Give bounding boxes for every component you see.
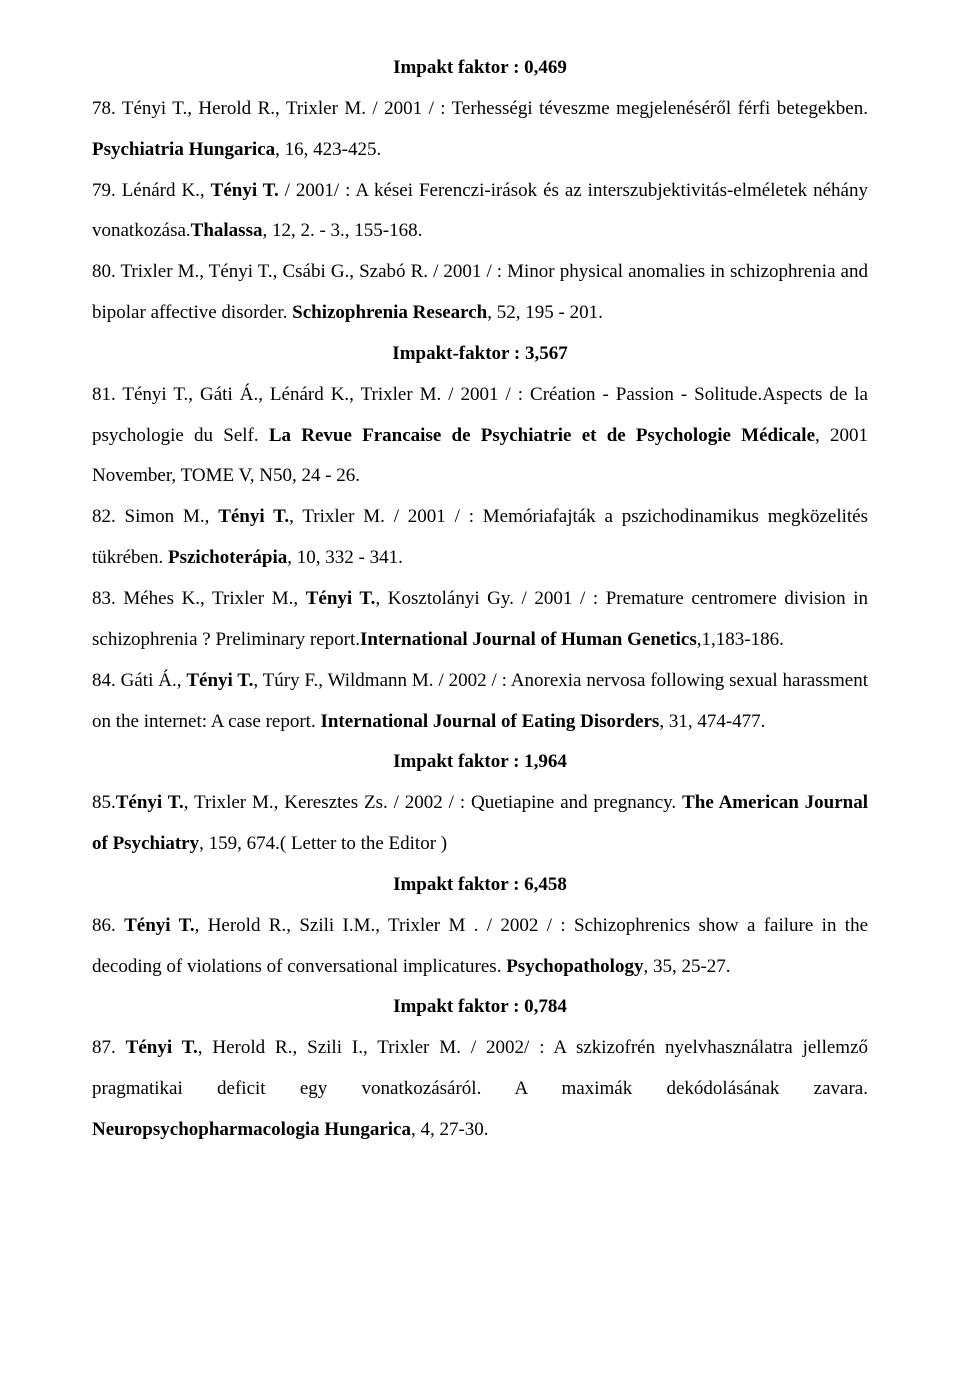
ref-83-author: Tényi T. bbox=[306, 588, 376, 609]
ref-84-prefix: 84. Gáti Á., bbox=[92, 670, 186, 691]
ref-85-title: , Trixler M., Keresztes Zs. / 2002 / : Q… bbox=[184, 792, 682, 813]
impact-factor-heading-3: Impakt faktor : 1,964 bbox=[92, 742, 868, 783]
ref-82-pages: , 10, 332 - 341. bbox=[287, 547, 403, 568]
ref-79-prefix: 79. Lénárd K., bbox=[92, 180, 211, 201]
ref-83-prefix: 83. Méhes K., Trixler M., bbox=[92, 588, 306, 609]
ref-87-prefix: 87. bbox=[92, 1037, 126, 1058]
impact-factor-heading-2: Impakt-faktor : 3,567 bbox=[92, 334, 868, 375]
ref-83-pages: ,1,183-186. bbox=[697, 629, 784, 650]
ref-83-journal: International Journal of Human Genetics bbox=[360, 629, 697, 650]
ref-79-pages: , 12, 2. - 3., 155-168. bbox=[262, 220, 422, 241]
ref-86-pages: , 35, 25-27. bbox=[643, 956, 730, 977]
impact-factor-heading: Impakt faktor : 0,469 bbox=[92, 48, 868, 89]
reference-79: 79. Lénárd K., Tényi T. / 2001/ : A kése… bbox=[92, 171, 868, 253]
reference-86: 86. Tényi T., Herold R., Szili I.M., Tri… bbox=[92, 906, 868, 988]
ref-85-prefix: 85. bbox=[92, 792, 116, 813]
ref-79-journal: Thalassa bbox=[191, 220, 263, 241]
ref-80-pages: , 52, 195 - 201. bbox=[487, 302, 603, 323]
ref-87-author: Tényi T. bbox=[126, 1037, 198, 1058]
ref-84-journal: International Journal of Eating Disorder… bbox=[320, 711, 659, 732]
ref-86-prefix: 86. bbox=[92, 915, 124, 936]
reference-81: 81. Tényi T., Gáti Á., Lénárd K., Trixle… bbox=[92, 375, 868, 498]
ref-81-journal: La Revue Francaise de Psychiatrie et de … bbox=[269, 425, 815, 446]
reference-82: 82. Simon M., Tényi T., Trixler M. / 200… bbox=[92, 497, 868, 579]
reference-78: 78. Tényi T., Herold R., Trixler M. / 20… bbox=[92, 89, 868, 171]
ref-86-journal: Psychopathology bbox=[506, 956, 643, 977]
reference-87: 87. Tényi T., Herold R., Szili I., Trixl… bbox=[92, 1028, 868, 1151]
ref-79-author: Tényi T. bbox=[211, 180, 279, 201]
ref-82-prefix: 82. Simon M., bbox=[92, 506, 218, 527]
reference-83: 83. Méhes K., Trixler M., Tényi T., Kosz… bbox=[92, 579, 868, 661]
impact-factor-heading-5: Impakt faktor : 0,784 bbox=[92, 987, 868, 1028]
ref-80-journal: Schizophrenia Research bbox=[292, 302, 487, 323]
ref-82-journal: Pszichoterápia bbox=[168, 547, 287, 568]
impact-factor-heading-4: Impakt faktor : 6,458 bbox=[92, 865, 868, 906]
reference-85: 85.Tényi T., Trixler M., Keresztes Zs. /… bbox=[92, 783, 868, 865]
ref-87-pages: , 4, 27-30. bbox=[411, 1119, 489, 1140]
ref-87-journal: Neuropsychopharmacologia Hungarica bbox=[92, 1119, 411, 1140]
ref-78-pages: , 16, 423-425. bbox=[275, 139, 381, 160]
ref-87-title: , Herold R., Szili I., Trixler M. / 2002… bbox=[92, 1037, 868, 1099]
ref-78-text: 78. Tényi T., Herold R., Trixler M. / 20… bbox=[92, 98, 868, 119]
ref-84-author: Tényi T. bbox=[186, 670, 253, 691]
ref-86-title: , Herold R., Szili I.M., Trixler M . / 2… bbox=[92, 915, 868, 977]
reference-80: 80. Trixler M., Tényi T., Csábi G., Szab… bbox=[92, 252, 868, 334]
ref-85-pages: , 159, 674.( Letter to the Editor ) bbox=[199, 833, 447, 854]
ref-86-author: Tényi T. bbox=[124, 915, 194, 936]
reference-84: 84. Gáti Á., Tényi T., Túry F., Wildmann… bbox=[92, 661, 868, 743]
ref-78-journal: Psychiatria Hungarica bbox=[92, 139, 275, 160]
ref-84-pages: , 31, 474-477. bbox=[659, 711, 765, 732]
ref-82-author: Tényi T. bbox=[218, 506, 289, 527]
ref-85-author: Tényi T. bbox=[116, 792, 184, 813]
